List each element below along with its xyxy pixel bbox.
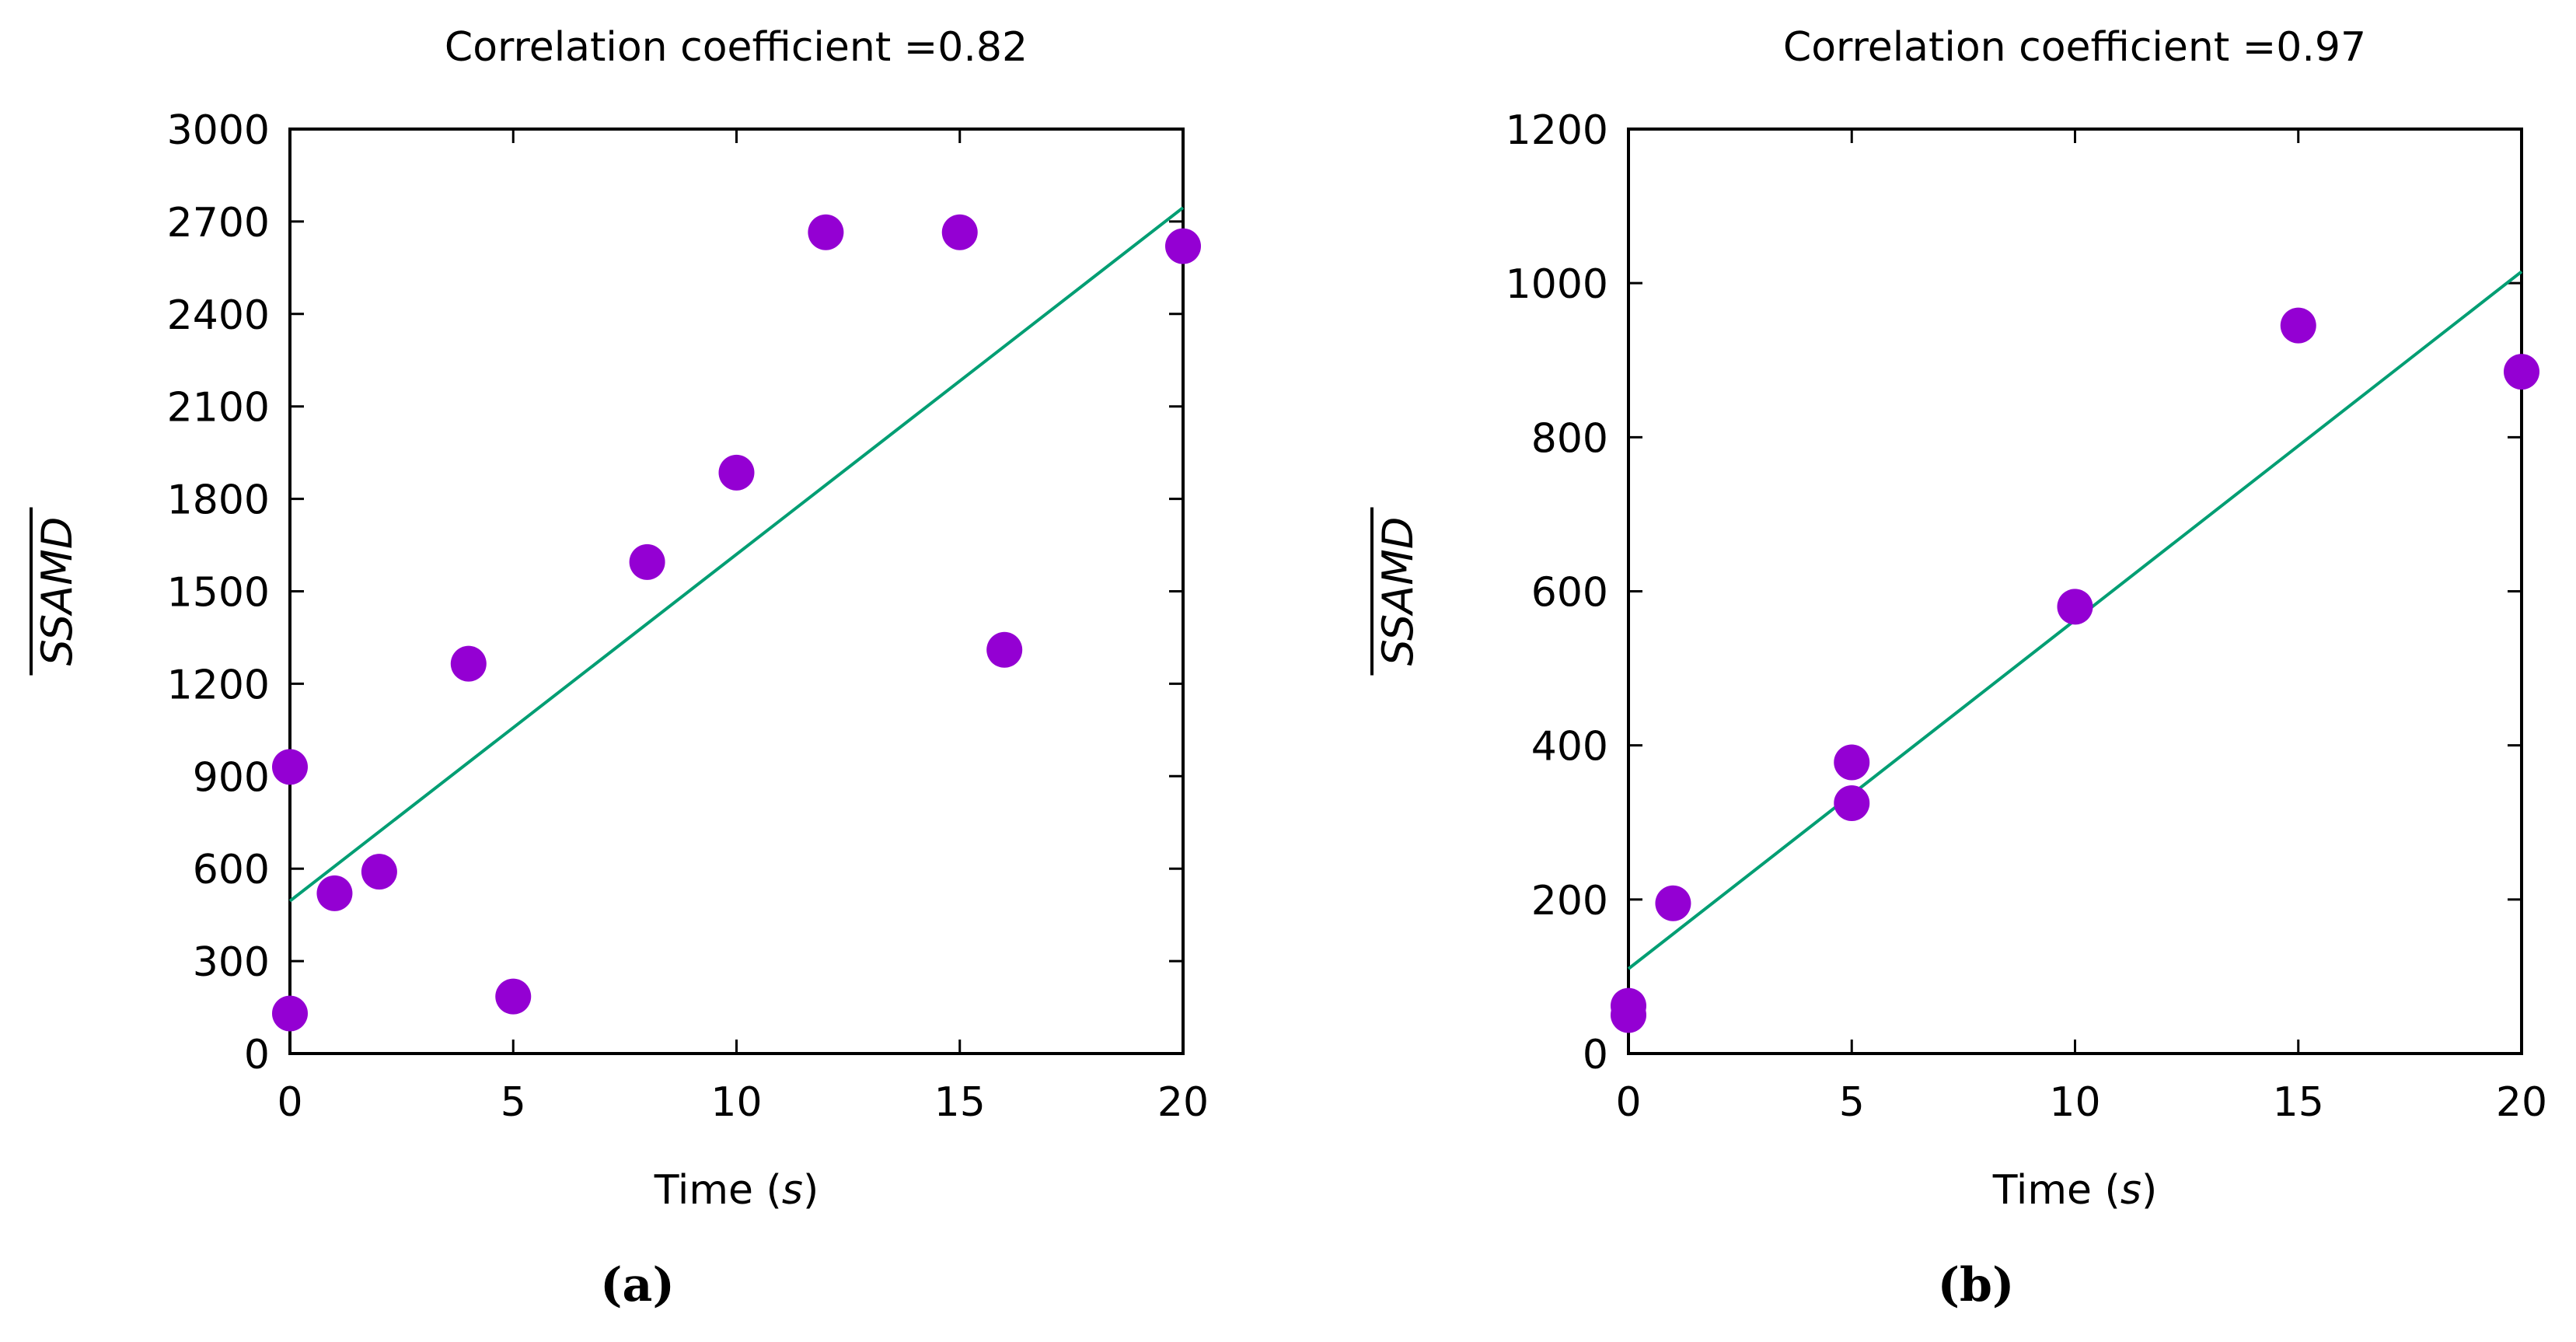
x-tick-label: 15 (934, 1079, 986, 1126)
y-tick-label: 1800 (167, 477, 270, 524)
panel-caption: (a) (600, 1258, 675, 1312)
data-point (2057, 589, 2093, 625)
data-point (272, 749, 308, 785)
y-axis-label-group: SSAMD (30, 507, 82, 676)
x-axis-label-unit: s (782, 1167, 803, 1214)
y-tick-label: 900 (193, 754, 270, 801)
data-point (1611, 987, 1646, 1024)
data-point (1834, 785, 1870, 821)
data-point (1834, 744, 1870, 781)
data-point (2504, 354, 2539, 390)
data-point (941, 214, 978, 250)
y-tick-label: 800 (1531, 415, 1608, 462)
y-tick-label: 3000 (167, 107, 270, 154)
regression-line (288, 206, 1185, 903)
x-axis-label-suffix: ) (2141, 1167, 2157, 1214)
data-point (1655, 885, 1691, 921)
data-point (272, 995, 308, 1032)
x-axis-label-prefix: Time ( (654, 1167, 782, 1214)
x-axis-label-unit: s (2120, 1167, 2141, 1214)
y-tick-label: 400 (1531, 724, 1608, 771)
data-point (316, 875, 353, 911)
y-tick-label: 0 (1583, 1032, 1608, 1078)
y-axis-label: SSAMD (1374, 517, 1422, 666)
y-tick-label: 600 (193, 847, 270, 893)
x-axis-label: Time (s) (1992, 1167, 2157, 1214)
data-point (450, 645, 487, 682)
x-axis-label-suffix: ) (803, 1167, 819, 1214)
y-tick-label: 2100 (167, 385, 270, 432)
y-tick-label: 1200 (1506, 107, 1608, 154)
y-tick-label: 2700 (167, 200, 270, 246)
y-tick-label: 2400 (167, 292, 270, 339)
x-axis-label-prefix: Time ( (1992, 1167, 2120, 1214)
data-point (1165, 228, 1201, 264)
panel-caption: (b) (1938, 1258, 2015, 1312)
data-point (2280, 307, 2316, 344)
y-tick-label: 0 (244, 1032, 270, 1078)
x-tick-label: 20 (1157, 1079, 1209, 1126)
y-axis-label-group: SSAMD (1370, 507, 1422, 676)
x-tick-label: 10 (2049, 1079, 2100, 1126)
chart-title: Correlation coefficient =0.97 (1783, 24, 2366, 71)
data-point (629, 543, 665, 580)
data-point (986, 631, 1023, 668)
x-tick-label: 5 (501, 1079, 526, 1126)
data-point (361, 854, 397, 890)
y-tick-label: 1200 (167, 662, 270, 708)
y-axis-label: SSAMD (33, 517, 82, 666)
chart-panel-b: 0 200 400 600 800 1000 1200 0 5 10 15 20 Correlation… (1370, 24, 2547, 1312)
x-tick-label: 0 (1615, 1079, 1641, 1126)
data-point (718, 454, 755, 491)
y-tick-label: 200 (1531, 878, 1608, 924)
chart-panel-a: 0 300 600 900 1200 1500 1800 2100 2400 2700 3000 0 5… (30, 24, 1209, 1312)
x-tick-label: 10 (710, 1079, 762, 1126)
x-tick-label: 5 (1839, 1079, 1865, 1126)
x-tick-label: 15 (2273, 1079, 2324, 1126)
plot-frame (288, 128, 1185, 1055)
data-point (495, 978, 532, 1015)
x-tick-label: 0 (277, 1079, 302, 1126)
data-point (808, 214, 844, 250)
y-tick-label: 600 (1531, 570, 1608, 617)
y-tick-label: 300 (193, 939, 270, 986)
y-tick-label: 1500 (167, 570, 270, 617)
x-axis-label: Time (s) (654, 1167, 819, 1214)
y-tick-label: 1000 (1506, 261, 1608, 308)
x-tick-label: 20 (2496, 1079, 2547, 1126)
chart-title: Correlation coefficient =0.82 (445, 24, 1028, 71)
